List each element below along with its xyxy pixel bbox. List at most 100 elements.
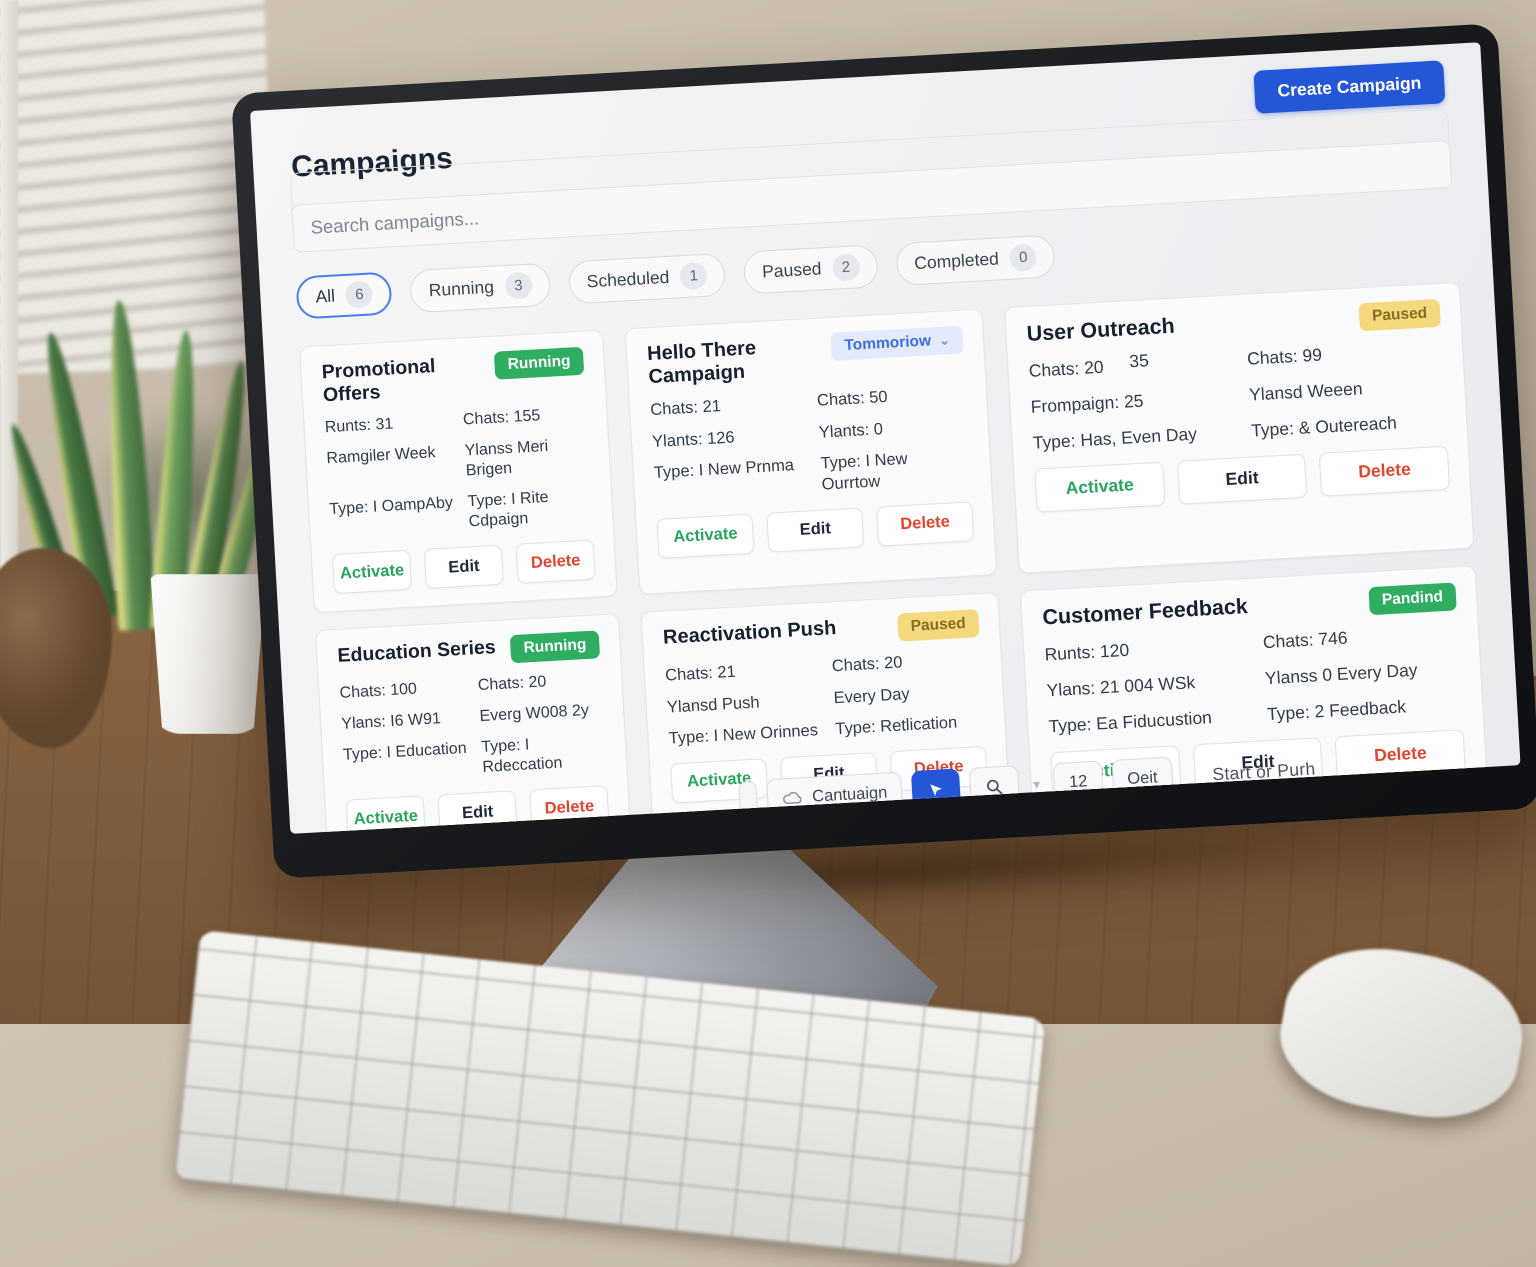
stat-value: Everg W008 2y (479, 702, 590, 726)
chip-label: Completed (913, 248, 1000, 274)
stat-value: Type: Retlication (834, 713, 958, 739)
stat-value: Chats: 99 (1246, 344, 1323, 369)
campaign-card: User Outreach Paused Chats: 20 35 Chats: … (1004, 281, 1475, 574)
stat-value: Ramgiler Week (326, 444, 436, 468)
chip-count: 2 (831, 253, 861, 282)
stat-value: Type: I OampAby (328, 494, 454, 519)
delete-button[interactable]: Delete (876, 500, 975, 547)
stat-value: Runts: 31 (324, 415, 394, 437)
delete-button[interactable]: Delete (515, 539, 596, 584)
dropdown-value: Tommoriow (843, 332, 932, 355)
search-icon (987, 779, 1003, 794)
chip-label: Running (428, 276, 495, 301)
stat-value: Every Day (833, 684, 911, 707)
cursor-icon (930, 784, 943, 797)
stat-value: Ylanss Meri Brigen (464, 437, 549, 480)
stat-value: Type: I Rdeccation (480, 736, 563, 777)
stat-text: Chats: 20 (1028, 356, 1105, 381)
status-badge: Paused (1358, 298, 1441, 332)
chevron-down-icon: ⌄ (938, 332, 951, 348)
stat-value: Type: 2 Feedback (1266, 696, 1407, 724)
stat-value: Ylants: 0 (818, 419, 884, 442)
stat-value: Ylans: I6 W91 (340, 710, 442, 733)
campaign-card: Promotional Offers Running Runts: 31 Cha… (299, 329, 618, 614)
stat-value: Ylants: 126 (651, 428, 736, 451)
stat-value: Type: Has, Even Day (1032, 423, 1198, 453)
page-number: 12 (1068, 771, 1088, 791)
edit-button[interactable]: Edit (766, 506, 865, 553)
stat-value: Ylanss 0 Every Day (1264, 659, 1418, 689)
stat-value: Type: I Rite Cdpaign (467, 488, 549, 531)
page-number-button[interactable]: 12 (1052, 759, 1104, 804)
stat-value: Type: I New Prnma (653, 456, 795, 483)
stat-value: Chats: 155 (462, 407, 541, 429)
stat-value: Chats: 100 (339, 680, 418, 702)
campaign-toolbar-button[interactable]: Cantuaign (766, 771, 904, 820)
stat-value: Chats: 20 (831, 653, 903, 676)
partial-button[interactable] (738, 780, 759, 820)
stat-value: Type: I Education (342, 739, 468, 764)
send-button[interactable] (911, 767, 962, 812)
decorative-vase (0, 548, 112, 748)
activate-button[interactable]: Activate (331, 549, 413, 595)
status-badge: Pandind (1368, 582, 1457, 616)
toolbar-status-text: Start or Purh (1211, 758, 1316, 784)
stat-value: Type: Ea Fiducustion (1048, 706, 1213, 737)
activate-button[interactable]: Activate (1034, 461, 1166, 513)
filter-chip-running[interactable]: Running 3 (409, 262, 552, 314)
screen: Create Campaign Campaigns All 6 Running … (250, 42, 1521, 834)
monitor: Create Campaign Campaigns All 6 Running … (231, 23, 1536, 879)
stat-value: Type: I New Orinnes (668, 721, 819, 748)
stat-value: Chats: 21 (649, 397, 722, 420)
chip-label: Scheduled (586, 266, 670, 292)
stat-value: Runts: 120 (1044, 639, 1130, 665)
create-campaign-button[interactable]: Create Campaign (1253, 60, 1446, 114)
stat-value: Ylansd Weeen (1248, 378, 1364, 405)
campaign-title: Education Series (336, 636, 497, 667)
delete-button[interactable]: Delete (1319, 445, 1451, 497)
status-badge: Paused (896, 609, 980, 642)
chip-label: Paused (761, 258, 822, 282)
campaign-title: User Outreach (1026, 313, 1176, 346)
filter-chip-paused[interactable]: Paused 2 (743, 244, 879, 295)
chip-count: 3 (504, 271, 533, 300)
stat-value: Chats: 20 (477, 673, 547, 695)
stat-value: Chats: 746 (1262, 627, 1349, 653)
schedule-dropdown[interactable]: Tommoriow ⌄ (830, 325, 964, 361)
window-frame (0, 0, 18, 640)
filter-chip-scheduled[interactable]: Scheduled 1 (567, 252, 727, 305)
stat-value: Chats: 20 35 (1028, 349, 1248, 383)
bottom-toolbar: Cantuaign ▾ 12 Oeit Start or Purh (289, 733, 1521, 834)
chip-label: All (314, 285, 336, 307)
campaign-title: Reactivation Push (662, 617, 837, 649)
campaign-title: Customer Feedback (1041, 594, 1249, 630)
campaign-toolbar-label: Cantuaign (811, 782, 888, 806)
status-badge: Running (509, 630, 601, 664)
stat-value: Ylansd Push (666, 693, 760, 717)
dropdown-caret-icon[interactable]: ▾ (1032, 775, 1041, 792)
oeit-button[interactable]: Oeit (1111, 756, 1174, 801)
edit-button[interactable]: Edit (423, 544, 504, 589)
status-badge: Running (494, 346, 585, 380)
stat-value: Chats: 21 (664, 662, 737, 685)
activate-button[interactable]: Activate (656, 513, 755, 559)
chip-count: 6 (345, 280, 374, 309)
edit-button[interactable]: Edit (1176, 453, 1308, 505)
campaign-title: Hello There Campaign (646, 337, 757, 389)
campaign-title: Promotional Offers (321, 355, 436, 407)
search-toolbar-button[interactable] (969, 764, 1021, 809)
stat-aux-value: 35 (1128, 350, 1150, 372)
filter-chip-all[interactable]: All 6 (295, 271, 394, 320)
plant-pot (150, 574, 266, 734)
stat-value: Type: & Outereach (1250, 412, 1398, 441)
stat-value: Frompaign: 25 (1030, 390, 1144, 417)
stat-value: Ylans: 21 004 WSk (1046, 671, 1196, 701)
cloud-icon (783, 791, 802, 805)
filter-chip-completed[interactable]: Completed 0 (895, 234, 1056, 287)
filter-chips: All 6 Running 3 Scheduled 1 Paused 2 Com… (295, 234, 1056, 320)
chip-count: 1 (679, 261, 709, 291)
oeit-label: Oeit (1126, 767, 1159, 788)
chip-count: 0 (1009, 243, 1038, 272)
stat-value: Type: I New Ourrtow (820, 450, 909, 494)
stat-value: Chats: 50 (816, 387, 889, 410)
